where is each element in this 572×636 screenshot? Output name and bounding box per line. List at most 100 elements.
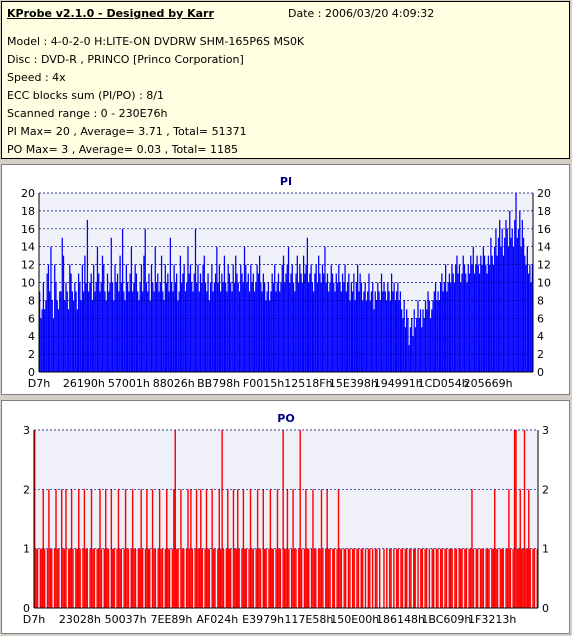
pi-bar — [76, 309, 78, 372]
pi-ytick-left: 6 — [28, 312, 35, 325]
pi-xtick: 194991h — [374, 377, 423, 390]
po-xtick: 117E58h — [284, 613, 333, 626]
po-bar — [177, 548, 179, 608]
po-xtick: 150E00h — [330, 613, 379, 626]
ecc-line: ECC blocks sum (PI/PO) : 8/1 — [7, 89, 164, 102]
pi-bar — [236, 273, 238, 372]
po-bar — [491, 548, 493, 608]
pi-bar — [86, 219, 89, 372]
po-bar — [96, 548, 98, 608]
po-bar — [112, 548, 114, 608]
pi-bar — [50, 246, 52, 372]
po-ytick-left: 2 — [23, 483, 30, 496]
po-bar — [317, 548, 320, 608]
pi-bar — [65, 282, 67, 372]
po-bar — [48, 489, 50, 608]
po-bar — [468, 548, 470, 608]
po-bar — [528, 489, 530, 608]
po-bar — [364, 548, 367, 608]
pi-bar — [204, 282, 207, 372]
pi-bar — [305, 264, 307, 372]
po-bar — [225, 548, 228, 608]
po-bar — [174, 430, 176, 608]
pi-bar — [137, 291, 139, 372]
po-bar — [414, 548, 416, 608]
po-xtick: AF024h — [196, 613, 238, 626]
pi-bar — [316, 282, 319, 372]
po-bar — [65, 489, 67, 608]
pi-bar — [446, 291, 448, 372]
po-bar — [481, 548, 483, 608]
pi-bar — [504, 237, 506, 372]
pi-bar — [368, 273, 370, 372]
pi-bar — [256, 264, 258, 372]
pi-ytick-right: 6 — [537, 312, 544, 325]
pi-bar — [138, 300, 140, 372]
pi-bar — [269, 300, 271, 372]
pi-bar — [428, 300, 430, 372]
pi-bar — [84, 255, 86, 372]
pi-bar — [253, 291, 256, 372]
po-bar — [93, 548, 96, 608]
pi-bar — [413, 309, 415, 372]
pi-bar — [519, 210, 521, 372]
pi-bar — [282, 255, 285, 372]
pi-bar — [414, 327, 417, 372]
pi-bar — [370, 291, 373, 372]
po-ytick-right: 1 — [542, 543, 549, 556]
po-bar — [263, 548, 266, 608]
po-bar — [513, 430, 516, 608]
pi-bar — [481, 264, 483, 372]
po-stats-line: PO Max= 3 , Average= 0.03 , Total= 1185 — [7, 143, 238, 156]
po-bar — [410, 548, 412, 608]
po-bar — [369, 548, 371, 608]
pi-xtick: BB798h — [197, 377, 240, 390]
po-bar — [46, 548, 49, 608]
pi-bar — [377, 282, 379, 372]
pi-bar — [121, 228, 124, 372]
pi-bar — [243, 246, 246, 372]
pi-bar — [323, 273, 325, 372]
po-bar — [113, 548, 115, 608]
po-bar — [360, 548, 362, 608]
pi-bar — [388, 291, 390, 372]
po-bar — [265, 548, 267, 608]
pi-bar — [527, 273, 530, 372]
po-bar — [34, 430, 36, 608]
po-bar — [69, 548, 71, 608]
po-bar — [139, 548, 141, 608]
pi-bar — [264, 282, 266, 372]
pi-bar — [170, 282, 173, 372]
pi-bar — [41, 309, 43, 372]
pi-bar — [187, 246, 189, 372]
pi-bar — [237, 282, 239, 372]
pi-bar — [245, 264, 247, 372]
po-bar — [55, 489, 57, 608]
pi-bar — [306, 237, 308, 372]
po-bar — [144, 548, 147, 608]
po-bar — [319, 548, 321, 608]
pi-bar — [94, 291, 96, 372]
pi-bar — [129, 273, 131, 372]
po-bar — [448, 548, 450, 608]
pi-bar — [199, 273, 202, 372]
pi-bar — [143, 255, 145, 372]
pi-bar — [304, 273, 306, 372]
po-bar — [183, 548, 185, 608]
pi-bar — [181, 282, 183, 372]
pi-bar — [287, 246, 290, 372]
pi-bar — [196, 282, 198, 372]
po-bar — [141, 548, 144, 608]
po-bar — [151, 489, 154, 608]
pi-bar — [106, 273, 109, 372]
pi-bar — [98, 273, 100, 372]
pi-bar — [360, 282, 363, 372]
po-bar — [86, 548, 88, 608]
po-xtick: E3979h — [242, 613, 284, 626]
po-bar — [520, 548, 523, 608]
pi-bar — [220, 291, 222, 372]
pi-bar — [159, 282, 161, 372]
pi-bar — [399, 291, 402, 372]
po-bar — [92, 548, 94, 608]
po-bar — [496, 548, 499, 608]
